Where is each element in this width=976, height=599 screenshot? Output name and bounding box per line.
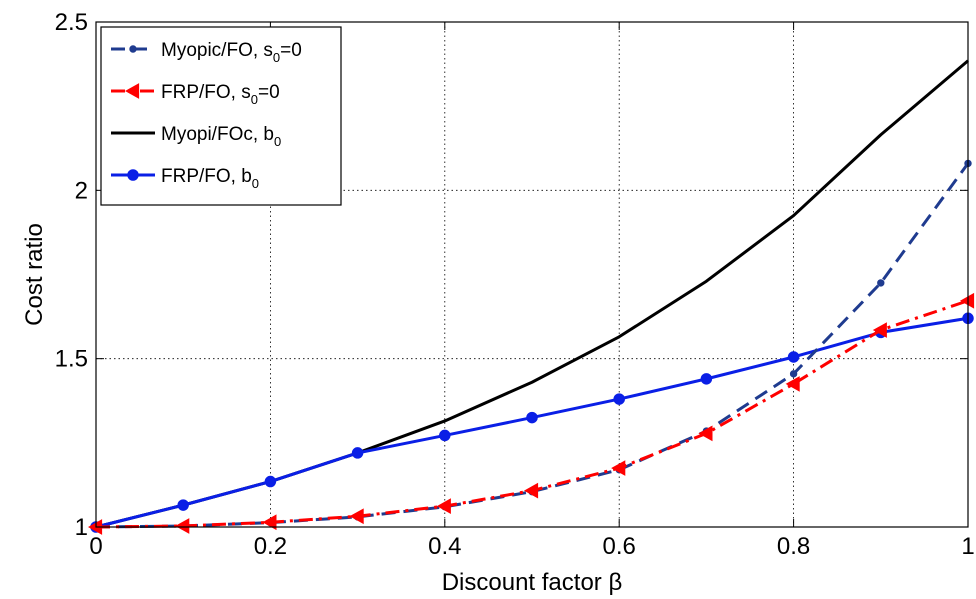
y-tick-label: 1 (75, 514, 88, 541)
data-point (349, 508, 364, 525)
legend-label: Myopic/FO, s0=0 (161, 40, 302, 65)
y-tick-label: 2.5 (55, 9, 88, 36)
data-point (700, 373, 713, 385)
tick-labels: 0 0.2 0.4 0.6 0.8 1 1 1.5 2 2.5 (55, 9, 975, 560)
x-axis-label: Discount factor β (442, 569, 623, 596)
data-point (526, 411, 538, 424)
series-3 (90, 312, 974, 533)
data-point (177, 499, 189, 511)
x-tick-label: 0.6 (603, 533, 636, 560)
data-point (611, 460, 626, 476)
y-tick-label: 2 (75, 177, 88, 204)
x-tick-label: 0.4 (428, 533, 461, 560)
data-point (787, 351, 800, 363)
y-tick-label: 1.5 (55, 346, 88, 373)
data-point (262, 514, 277, 531)
legend: Myopic/FO, s0=0 FRP/FO, s0=0 Myopi/FOc, b0… (100, 26, 342, 206)
legend-label: Myopi/FOc, b0 (161, 124, 281, 149)
data-point (785, 376, 800, 392)
legend-item: Myopic/FO, s0=0 (111, 40, 302, 65)
series-group (87, 59, 975, 535)
y-axis-label: Cost ratio (21, 223, 48, 326)
data-point (264, 475, 277, 488)
data-point (698, 425, 713, 442)
series-1 (87, 292, 975, 535)
data-point (351, 447, 364, 459)
legend-item: FRP/FO, b0 (111, 166, 259, 191)
data-point (439, 429, 451, 442)
data-point (872, 322, 887, 338)
legend-item: FRP/FO, s0=0 (111, 82, 280, 107)
plot-frame (95, 21, 969, 528)
x-tick-label: 0.2 (254, 533, 287, 560)
data-point (436, 498, 451, 514)
data-point (959, 292, 975, 309)
data-point (175, 518, 190, 534)
data-point (523, 482, 539, 499)
x-tick-label: 0 (89, 533, 102, 560)
legend-item: Myopi/FOc, b0 (111, 124, 281, 149)
x-tick-label: 1 (961, 533, 974, 560)
legend-marker (127, 169, 139, 181)
x-tick-label: 0.8 (777, 533, 810, 560)
legend-label: FRP/FO, s0=0 (161, 82, 280, 107)
data-point (613, 393, 625, 405)
data-point (877, 279, 885, 287)
legend-marker (129, 45, 137, 53)
legend-marker (124, 83, 140, 99)
legend-label: FRP/FO, b0 (161, 166, 259, 191)
data-point (789, 370, 798, 378)
